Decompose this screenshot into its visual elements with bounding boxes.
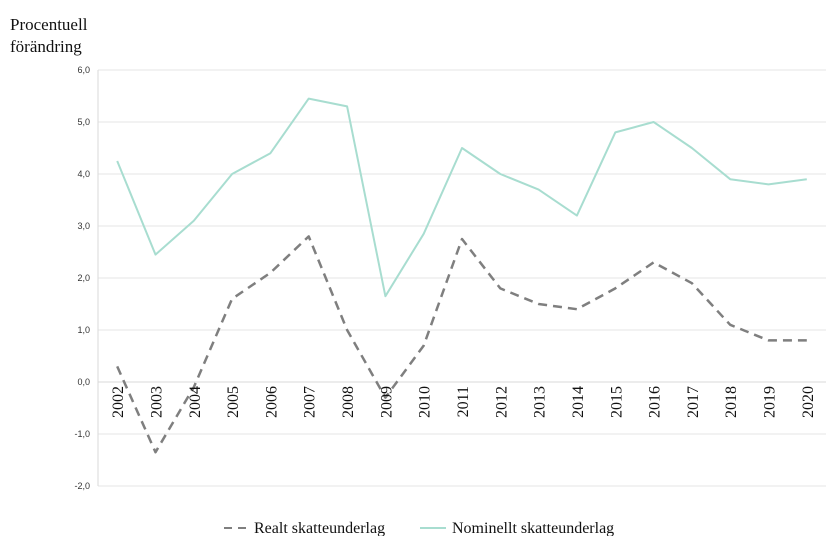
- y-axis-title-line-1: Procentuell: [10, 15, 88, 34]
- x-tick-label: 2004: [187, 386, 204, 418]
- x-tick-label: 2019: [762, 386, 779, 418]
- x-tick-label: 2007: [302, 386, 319, 418]
- x-tick-label: 2015: [608, 386, 625, 418]
- x-tick-label: 2002: [110, 386, 127, 418]
- y-tick-label: 6,0: [77, 65, 90, 75]
- legend: Realt skatteunderlag Nominellt skatteund…: [224, 520, 614, 536]
- y-tick-label: 4,0: [77, 169, 90, 179]
- y-axis-ticks: 6,0 5,0 4,0 3,0 2,0 1,0 0,0 -1,0 -2,0: [74, 65, 90, 491]
- x-tick-label: 2020: [800, 386, 817, 418]
- x-axis-ticks: 2002 2003 2004 2005 2006 2007 2008 2009 2010 2011…: [110, 386, 817, 418]
- legend-label-realt: Realt skatteunderlag: [254, 520, 385, 536]
- x-tick-label: 2018: [723, 386, 740, 418]
- series: [116, 97, 807, 454]
- x-tick-label: 2008: [340, 386, 357, 418]
- y-tick-label: -2,0: [74, 481, 90, 491]
- x-tick-label: 2005: [225, 386, 242, 418]
- x-tick-label: 2014: [570, 386, 587, 418]
- y-axis-title-line-2: förändring: [10, 37, 82, 56]
- y-tick-label: 5,0: [77, 117, 90, 127]
- x-tick-label: 2010: [417, 386, 434, 418]
- x-tick-label: 2013: [532, 386, 549, 418]
- y-tick-label: 1,0: [77, 325, 90, 335]
- x-tick-label: 2003: [148, 386, 165, 418]
- x-tick-label: 2017: [685, 386, 702, 418]
- x-tick-label: 2012: [493, 386, 510, 418]
- y-tick-label: 0,0: [77, 377, 90, 387]
- y-tick-label: 2,0: [77, 273, 90, 283]
- x-tick-label: 2006: [263, 386, 280, 418]
- legend-label-nominellt: Nominellt skatteunderlag: [452, 520, 614, 536]
- y-tick-label: -1,0: [74, 429, 90, 439]
- gridlines: [98, 69, 826, 487]
- x-tick-label: 2009: [378, 386, 395, 418]
- series-line-realt: [116, 235, 807, 454]
- y-tick-label: 3,0: [77, 221, 90, 231]
- series-line-nominellt: [116, 97, 807, 298]
- x-tick-label: 2011: [455, 386, 472, 417]
- x-tick-label: 2016: [647, 386, 664, 418]
